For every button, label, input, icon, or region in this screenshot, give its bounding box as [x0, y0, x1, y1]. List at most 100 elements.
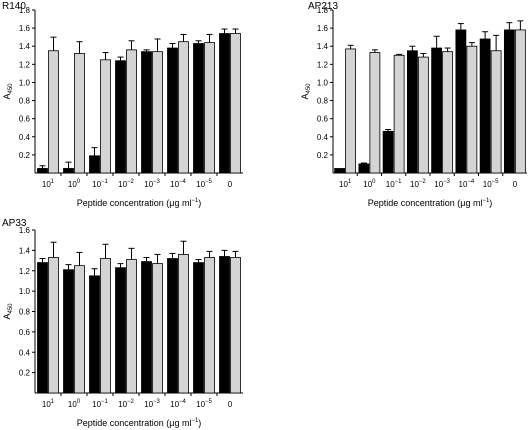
y-tick-label: 0.2 [317, 151, 329, 160]
y-tick-label: 0.4 [19, 348, 31, 357]
bar-grey [369, 52, 381, 174]
bar-grey [490, 50, 502, 174]
y-tick-label: 0.8 [317, 97, 329, 106]
y-tick-label: 1.4 [19, 246, 31, 255]
bar-grey [178, 254, 189, 394]
bar-grey [126, 259, 137, 394]
bar-grey [178, 41, 189, 174]
y-tick-label: 0.4 [317, 133, 329, 142]
y-axis-label: A450 [2, 83, 14, 100]
bar-black [219, 33, 230, 174]
y-tick-label: 1.2 [19, 60, 31, 69]
x-tick-label: 10−1 [92, 399, 108, 409]
y-tick-label: 1.4 [19, 42, 31, 51]
bar-grey [48, 50, 59, 174]
bar-black [382, 130, 394, 174]
bar-grey [230, 257, 241, 394]
y-tick-label: 1.6 [317, 24, 329, 33]
bar-black [89, 275, 100, 394]
y-tick-label: 1.2 [317, 60, 329, 69]
bar-black [406, 50, 418, 174]
bar-grey [152, 263, 163, 394]
bar-black [167, 258, 178, 394]
x-tick-label: 10−2 [118, 399, 134, 409]
x-tick-label: 10−5 [196, 399, 212, 409]
x-tick-label: 100 [363, 179, 376, 189]
y-tick-label: 1.8 [19, 6, 31, 15]
y-tick-label: 1.0 [19, 287, 31, 296]
bar-black [63, 269, 74, 394]
x-tick-label: 10−1 [92, 179, 108, 189]
x-tick-label: 10−4 [170, 399, 186, 409]
bar-grey [48, 257, 59, 394]
x-tick-label: 10−3 [144, 399, 160, 409]
panel-title: AP33 [2, 218, 27, 229]
bar-grey [74, 265, 85, 394]
y-tick-label: 0.8 [19, 308, 31, 317]
bar-grey [466, 45, 478, 174]
panel-title: R140 [2, 1, 26, 12]
bar-grey [74, 53, 85, 174]
x-tick-label: 10−2 [118, 179, 134, 189]
bar-grey [442, 51, 454, 174]
y-tick-label: 0.2 [19, 151, 31, 160]
bar-grey [126, 49, 137, 174]
bar-black [115, 267, 126, 394]
y-tick-label: 1.6 [19, 226, 31, 235]
bar-grey [100, 258, 111, 394]
y-axis-label: A450 [2, 303, 14, 320]
bar-black [115, 60, 126, 174]
x-tick-label: 10−1 [386, 179, 402, 189]
bar-grey [345, 48, 357, 174]
bar-black [193, 43, 204, 174]
x-tick-label: 101 [42, 399, 55, 409]
x-tick-label: 10−2 [410, 179, 426, 189]
x-tick-label: 100 [68, 179, 81, 189]
bar-grey [152, 51, 163, 174]
x-axis-label: Peptide concentration (μg ml−1) [77, 198, 202, 208]
x-tick-label: 10−3 [434, 179, 450, 189]
y-axis-label: A450 [300, 83, 312, 100]
panel-title: AP213 [308, 1, 338, 12]
bar-grey [100, 59, 111, 174]
bar-grey [204, 257, 215, 394]
y-tick-label: 1.0 [317, 78, 329, 87]
x-axis-label: Peptide concentration (μg ml−1) [77, 418, 202, 428]
x-tick-label: 10−4 [459, 179, 475, 189]
bar-black [141, 261, 152, 394]
x-tick-label: 10−5 [483, 179, 499, 189]
x-tick-label: 0 [228, 180, 233, 189]
bar-black [455, 29, 467, 174]
bar-black [334, 168, 346, 174]
x-tick-label: 101 [42, 179, 55, 189]
bar-black [63, 168, 74, 174]
bar-black [141, 51, 152, 174]
bar-grey [393, 54, 405, 174]
y-tick-label: 0.2 [19, 369, 31, 378]
bar-black [37, 168, 48, 174]
bar-black [479, 38, 491, 174]
y-tick-label: 1.6 [19, 24, 31, 33]
x-tick-label: 10−5 [196, 179, 212, 189]
bar-grey [230, 33, 241, 174]
bar-grey [204, 42, 215, 174]
bar-black [219, 256, 230, 394]
y-tick-label: 1.2 [19, 267, 31, 276]
y-tick-label: 0.4 [19, 133, 31, 142]
y-tick-label: 0.6 [317, 115, 329, 124]
bar-black [167, 47, 178, 174]
y-tick-label: 0.6 [19, 328, 31, 337]
bar-grey [417, 56, 429, 174]
y-tick-label: 1.0 [19, 78, 31, 87]
x-tick-label: 0 [228, 400, 233, 409]
bar-grey [514, 29, 526, 174]
y-tick-label: 0.6 [19, 115, 31, 124]
y-tick-label: 0.8 [19, 97, 31, 106]
bar-black [431, 47, 443, 174]
bar-black [193, 262, 204, 394]
y-tick-label: 1.4 [317, 42, 329, 51]
bar-black [89, 155, 100, 174]
x-tick-label: 100 [68, 399, 81, 409]
x-axis-label: Peptide concentration (μg ml−1) [368, 198, 493, 208]
